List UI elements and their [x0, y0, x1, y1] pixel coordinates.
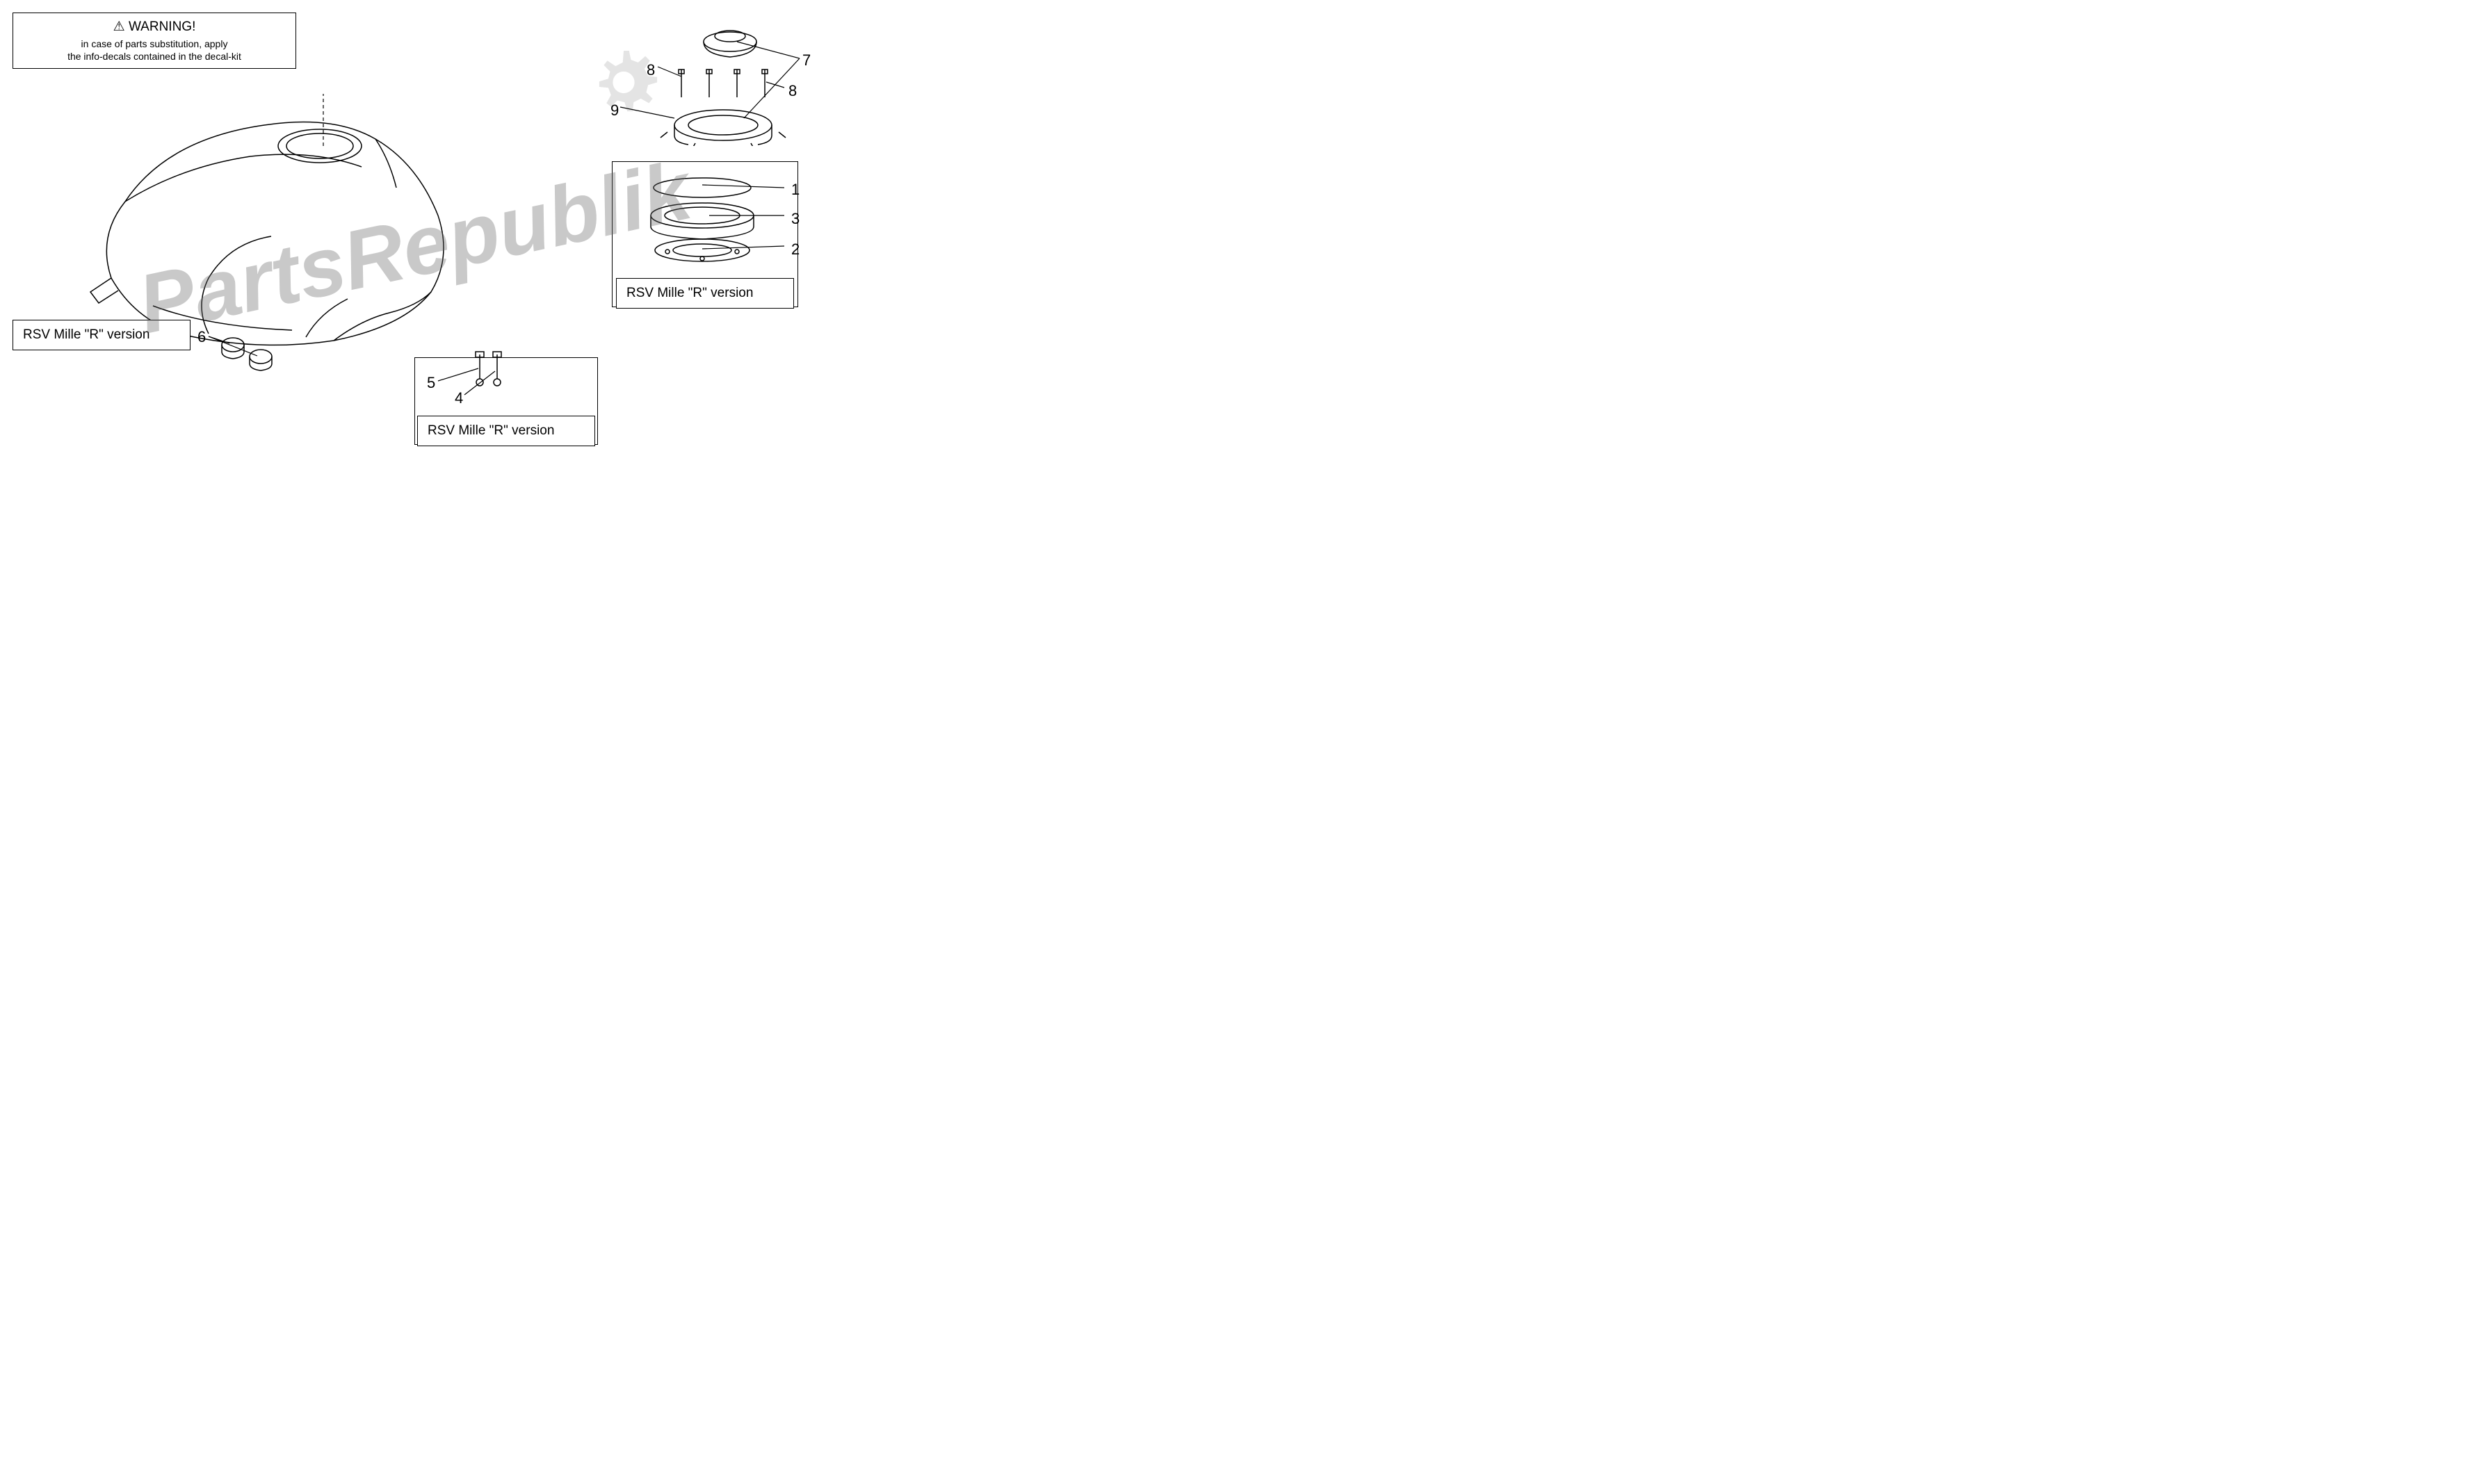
warning-line2: the info-decals contained in the decal-k…	[22, 50, 287, 63]
cap-assembly-sketch	[640, 21, 793, 146]
grommets-sketch	[216, 332, 285, 374]
callout-4: 4	[455, 389, 463, 407]
callout-6: 6	[197, 328, 206, 346]
warning-box: ⚠ WARNING! in case of parts substitution…	[13, 13, 296, 69]
warning-line1: in case of parts substitution, apply	[22, 38, 287, 50]
warning-text: in case of parts substitution, apply the…	[22, 38, 287, 63]
warning-icon: ⚠	[113, 19, 125, 34]
callout-2: 2	[791, 240, 800, 259]
version-label-left: RSV Mille "R" version	[13, 320, 191, 350]
callout-7: 7	[802, 51, 811, 70]
callout-9: 9	[610, 101, 619, 120]
warning-title: ⚠ WARNING!	[22, 19, 287, 35]
diagram-container: ⚠ WARNING! in case of parts substitution…	[0, 0, 829, 495]
callout-8b: 8	[788, 82, 797, 100]
callout-1: 1	[791, 181, 800, 199]
version-label-bottom: RSV Mille "R" version	[417, 416, 595, 446]
callout-3: 3	[791, 210, 800, 228]
version-label-right: RSV Mille "R" version	[616, 278, 794, 309]
warning-title-text: WARNING!	[129, 19, 195, 34]
callout-8a: 8	[647, 61, 655, 79]
callout-5: 5	[427, 374, 435, 392]
